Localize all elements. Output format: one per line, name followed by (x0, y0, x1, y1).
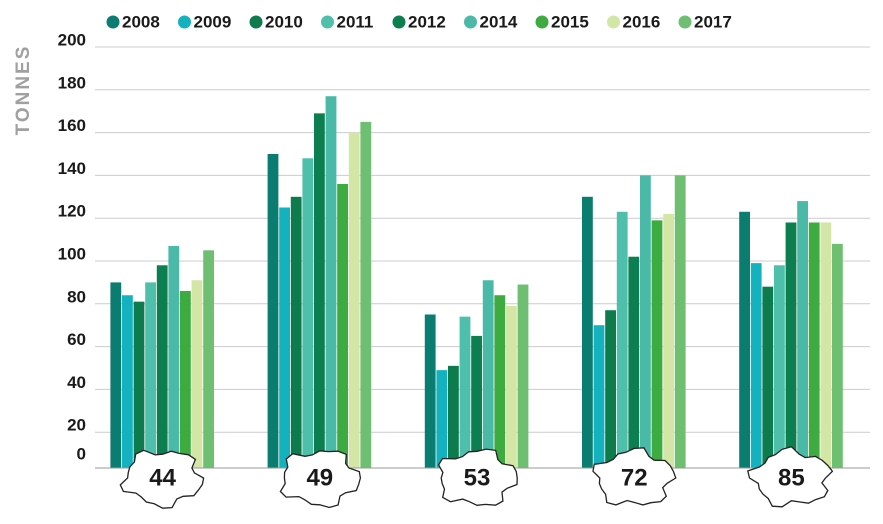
legend-label: 2010 (265, 12, 303, 31)
bar (832, 243, 843, 468)
bar (314, 113, 325, 468)
bar (191, 280, 203, 468)
department-outline (437, 448, 518, 506)
legend-label: 2014 (480, 12, 518, 31)
bar (180, 290, 191, 468)
y-tick-label: 60 (67, 330, 86, 349)
y-axis-label: TONNES (13, 45, 34, 136)
bar (506, 305, 517, 468)
bar (482, 280, 494, 468)
x-tick-label: 72 (621, 464, 648, 491)
x-tick-label: 85 (778, 464, 805, 491)
legend-label: 2009 (194, 12, 232, 31)
legend-label: 2015 (551, 12, 589, 31)
legend-label: 2017 (694, 12, 732, 31)
legend-swatch (178, 15, 191, 29)
bar (348, 132, 360, 468)
legend-swatch (464, 15, 477, 29)
department-outline (119, 449, 205, 509)
bar (517, 284, 529, 468)
legend-label: 2011 (337, 12, 374, 31)
bar (471, 335, 482, 468)
y-tick-label: 40 (67, 373, 86, 392)
bar (459, 316, 471, 468)
bar (302, 158, 314, 468)
bar (448, 365, 459, 468)
y-tick-label: 0 (77, 444, 86, 463)
legend-swatch (249, 15, 263, 29)
bar (110, 282, 122, 468)
bar (640, 175, 651, 468)
bar (582, 196, 593, 469)
legend-swatch (678, 15, 692, 29)
bar (133, 301, 145, 468)
bar (279, 207, 290, 468)
bar (203, 250, 214, 468)
bar (762, 286, 774, 468)
bar (605, 310, 616, 468)
legend-label: 2012 (408, 12, 446, 31)
bar (593, 325, 605, 468)
x-tick-label: 44 (149, 464, 176, 491)
legend-swatch (392, 15, 406, 29)
department-outline (592, 447, 677, 506)
y-tick-label: 140 (58, 159, 86, 178)
y-tick-label: 160 (58, 116, 86, 135)
legend-swatch (607, 15, 620, 29)
y-tick-label: 100 (58, 244, 86, 263)
y-tick-label: 200 (58, 30, 86, 49)
bar (424, 314, 436, 468)
bar (785, 222, 797, 468)
bar (797, 201, 808, 468)
legend-label: 2016 (623, 12, 661, 31)
bar (651, 220, 663, 468)
legend-swatch (106, 15, 120, 29)
bar (820, 222, 832, 468)
y-tick-label: 80 (67, 287, 86, 306)
y-tick-label: 20 (67, 416, 86, 435)
legend-swatch (321, 15, 334, 29)
department-outline (747, 445, 834, 508)
bar (290, 196, 302, 469)
bar (360, 121, 372, 469)
bar (325, 96, 337, 468)
bar (663, 213, 674, 468)
y-tick-label: 120 (58, 202, 86, 221)
department-outline (279, 450, 362, 509)
bar (156, 265, 168, 468)
bar (337, 183, 348, 468)
x-tick-label: 49 (306, 464, 333, 491)
legend-label: 2008 (122, 12, 160, 31)
bar (267, 154, 279, 468)
bar (750, 263, 762, 468)
bar (808, 222, 820, 468)
bar (168, 246, 180, 468)
bar (145, 282, 156, 468)
bar (674, 175, 686, 468)
bar (774, 265, 785, 468)
x-tick-label: 53 (464, 464, 491, 491)
bar (739, 211, 750, 468)
bar (494, 295, 506, 468)
bar (628, 256, 640, 468)
bar (122, 295, 133, 468)
bar (616, 211, 628, 468)
legend-swatch (535, 15, 549, 29)
bar (436, 370, 448, 468)
y-tick-label: 180 (58, 73, 86, 92)
